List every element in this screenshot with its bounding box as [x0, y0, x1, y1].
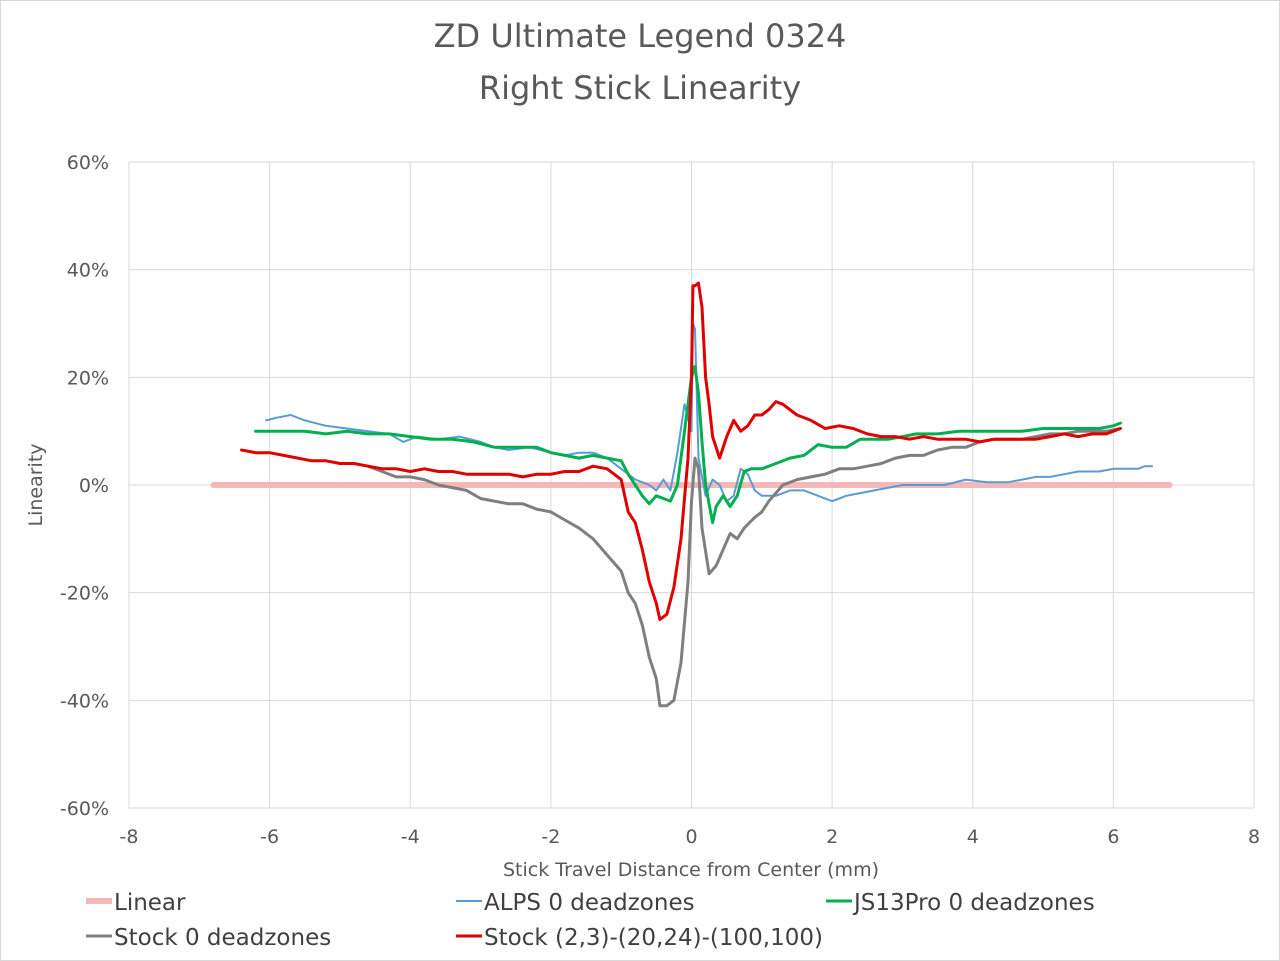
x-tick-label: 0	[685, 826, 697, 848]
x-tick-label: -8	[120, 826, 139, 848]
y-tick-label: 0%	[79, 475, 109, 497]
chart-subtitle: Right Stick Linearity	[479, 69, 801, 107]
series-line-alps-0-deadzones	[265, 322, 1153, 503]
legend-item-stock-2-3-20-24-100-100: Stock (2,3)-(20,24)-(100,100)	[456, 925, 823, 951]
x-tick-label: -6	[260, 826, 279, 848]
series-line-stock-2-3-20-24-100-100	[240, 281, 1122, 622]
x-axis-title: Stick Travel Distance from Center (mm)	[503, 859, 879, 881]
x-tick-label: 2	[826, 826, 838, 848]
legend-item-js13pro-0-deadzones: JS13Pro 0 deadzones	[826, 890, 1095, 916]
legend-label: Stock (2,3)-(20,24)-(100,100)	[484, 925, 823, 951]
x-tick-label: -2	[541, 826, 560, 848]
legend-label: JS13Pro 0 deadzones	[852, 890, 1095, 916]
series-line-js13pro-0-deadzones	[254, 365, 1122, 525]
x-tick-label: 6	[1107, 826, 1119, 848]
y-tick-label: 20%	[67, 367, 109, 389]
x-tick-label: -4	[401, 826, 420, 848]
legend-item-alps-0-deadzones: ALPS 0 deadzones	[456, 890, 695, 916]
y-tick-label: -60%	[60, 798, 109, 820]
series-line-stock-0-deadzones	[366, 427, 1122, 708]
series-lines	[210, 281, 1173, 708]
x-tick-label: 4	[967, 826, 979, 848]
y-axis-ticks: 60% 40% 20% 0% -20% -40% -60%	[60, 152, 109, 820]
y-tick-label: -20%	[60, 583, 109, 605]
legend-item-linear: Linear	[86, 890, 186, 916]
y-tick-label: 40%	[67, 260, 109, 282]
legend-label: Linear	[114, 890, 186, 916]
legend-label: Stock 0 deadzones	[114, 925, 331, 951]
y-tick-label: -40%	[60, 690, 109, 712]
legend-item-stock-0-deadzones: Stock 0 deadzones	[86, 925, 331, 951]
chart-title: ZD Ultimate Legend 0324	[434, 17, 847, 55]
x-axis-ticks: -8 -6 -4 -2 0 2 4 6 8	[120, 826, 1261, 848]
legend-label: ALPS 0 deadzones	[484, 890, 695, 916]
y-tick-label: 60%	[67, 152, 109, 174]
legend: Linear ALPS 0 deadzones JS13Pro 0 deadzone…	[86, 890, 1095, 951]
y-axis-title: Linearity	[25, 443, 47, 526]
x-tick-label: 8	[1248, 826, 1260, 848]
